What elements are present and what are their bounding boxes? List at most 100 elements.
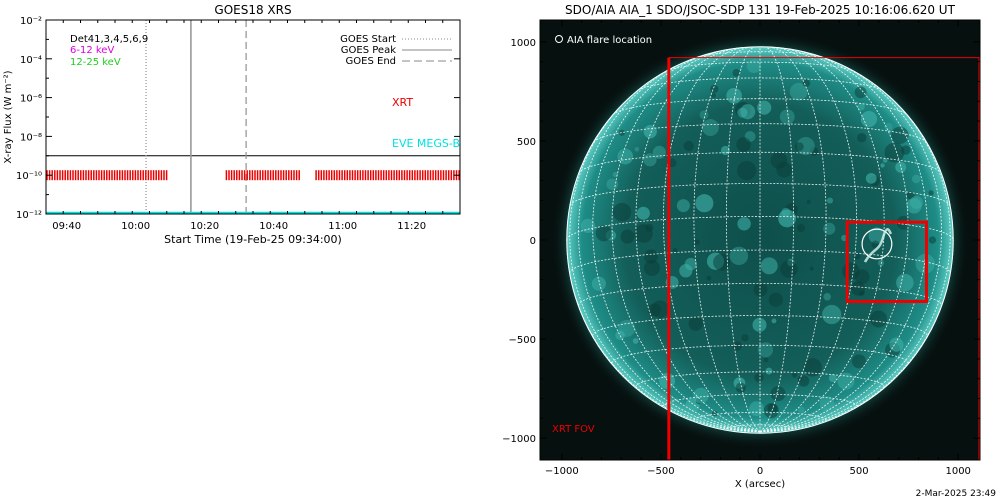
longitude-line <box>759 82 951 433</box>
texture-blob <box>853 252 861 260</box>
texture-blob <box>870 310 888 328</box>
x-tick-label: 10:00 <box>121 221 150 232</box>
longitude-line <box>759 46 827 433</box>
texture-blob <box>809 266 814 271</box>
longitude-line <box>577 57 761 433</box>
texture-blob <box>740 104 756 120</box>
texture-blob <box>842 262 860 280</box>
longitude-line <box>611 48 761 433</box>
texture-blob <box>809 147 819 156</box>
texture-blob <box>606 178 619 191</box>
texture-blob <box>765 367 773 375</box>
texture-blob <box>737 161 757 181</box>
goes-x-axis-label: Start Time (19-Feb-25 09:34:00) <box>164 233 342 246</box>
texture-blob <box>634 147 640 152</box>
longitude-line <box>759 48 909 433</box>
texture-blob <box>679 264 693 278</box>
x-tick-label: 500 <box>850 466 869 477</box>
goes-lightcurve-panel: GOES18 XRS 10⁻¹² 10⁻¹⁰ 10⁻⁸ 10⁻⁶ 10⁻⁴ 10⁻² 09… <box>3 3 461 246</box>
goes-x-axis: 09:40 10:00 10:20 10:40 11:00 11:20 <box>45 20 461 232</box>
texture-blob <box>891 126 909 145</box>
y-tick-label: 10⁻¹² <box>16 210 42 221</box>
texture-blob <box>797 406 805 414</box>
texture-blob <box>580 218 596 234</box>
texture-blob <box>643 249 659 264</box>
texture-blob <box>752 317 767 332</box>
texture-blob <box>796 223 806 233</box>
heliographic-grid <box>566 46 954 433</box>
texture-blob <box>711 410 718 417</box>
goes-legend: GOES Start GOES Peak GOES End <box>340 34 452 67</box>
texture-blob <box>643 259 660 276</box>
xrt-series-label: XRT <box>392 96 413 109</box>
x-tick-label: −1000 <box>545 466 579 477</box>
y-tick-label: 500 <box>517 137 536 148</box>
texture-blob <box>928 190 934 196</box>
texture-blob <box>651 300 669 318</box>
x-tick-label: 10:40 <box>259 221 288 232</box>
latitude-line <box>612 98 908 116</box>
texture-blob <box>852 354 867 369</box>
texture-blob <box>694 239 700 245</box>
texture-blob <box>735 382 746 393</box>
y-tick-label: 10⁻¹⁰ <box>16 171 42 182</box>
texture-blob <box>781 207 791 217</box>
flare-loop <box>863 227 893 263</box>
latitude-line <box>663 393 857 407</box>
flare-region-box <box>845 220 928 303</box>
x-tick-label: 11:00 <box>328 221 357 232</box>
texture-blob <box>868 227 885 244</box>
texture-blob <box>632 338 639 344</box>
longitude-line <box>759 47 858 433</box>
longitude-line <box>635 48 761 433</box>
footer-timestamp: 2-Mar-2025 23:49 <box>916 489 997 499</box>
texture-blob <box>857 103 865 111</box>
texture-blob <box>826 197 834 204</box>
texture-blob <box>612 202 632 222</box>
texture-blob <box>803 358 822 377</box>
aia-legend: AIA flare location <box>555 35 652 46</box>
legend-goes-peak-label: GOES Peak <box>341 45 396 56</box>
texture-blob <box>746 59 761 74</box>
texture-blob <box>896 273 914 292</box>
xrt-interval-1 <box>225 170 300 181</box>
texture-blob <box>672 247 678 253</box>
aia-image-area: AIA flare location XRT FOV <box>540 20 980 460</box>
texture-blob <box>794 142 804 152</box>
texture-blob <box>620 229 635 244</box>
xrt-fov-outline <box>668 57 980 460</box>
texture-blob <box>778 209 796 228</box>
texture-blob <box>884 142 905 163</box>
longitude-line <box>759 57 943 433</box>
goes-y-axis: 10⁻¹² 10⁻¹⁰ 10⁻⁸ 10⁻⁶ 10⁻⁴ 10⁻² <box>16 16 460 221</box>
texture-blob <box>760 257 778 275</box>
texture-blob <box>699 110 709 120</box>
texture-blob <box>643 153 657 167</box>
texture-blob <box>676 199 690 213</box>
texture-blob <box>726 87 742 104</box>
latitude-line <box>698 51 822 58</box>
aia-flare-location-marker <box>861 228 893 260</box>
texture-blob <box>856 132 867 143</box>
texture-blob <box>729 246 749 266</box>
texture-blob <box>802 79 811 87</box>
longitude-line <box>662 47 761 433</box>
y-tick-label: 10⁻⁴ <box>20 55 42 66</box>
longitude-line <box>569 82 761 433</box>
y-tick-label: 1000 <box>511 38 536 49</box>
texture-blob <box>615 330 625 341</box>
texture-blob <box>763 403 779 419</box>
texture-blob <box>789 82 808 101</box>
texture-blob <box>779 109 795 125</box>
texture-blob <box>757 100 772 115</box>
texture-blob <box>865 172 877 184</box>
aia-legend-marker <box>555 35 563 43</box>
xrt-fov-label: XRT FOV <box>552 424 595 435</box>
texture-blob <box>591 276 606 291</box>
texture-blob <box>906 198 922 214</box>
texture-blob <box>595 225 612 242</box>
aia-x-axis-label: X (arcsec) <box>735 479 785 490</box>
texture-blob <box>797 376 803 381</box>
x-tick-label: 0 <box>757 466 763 477</box>
